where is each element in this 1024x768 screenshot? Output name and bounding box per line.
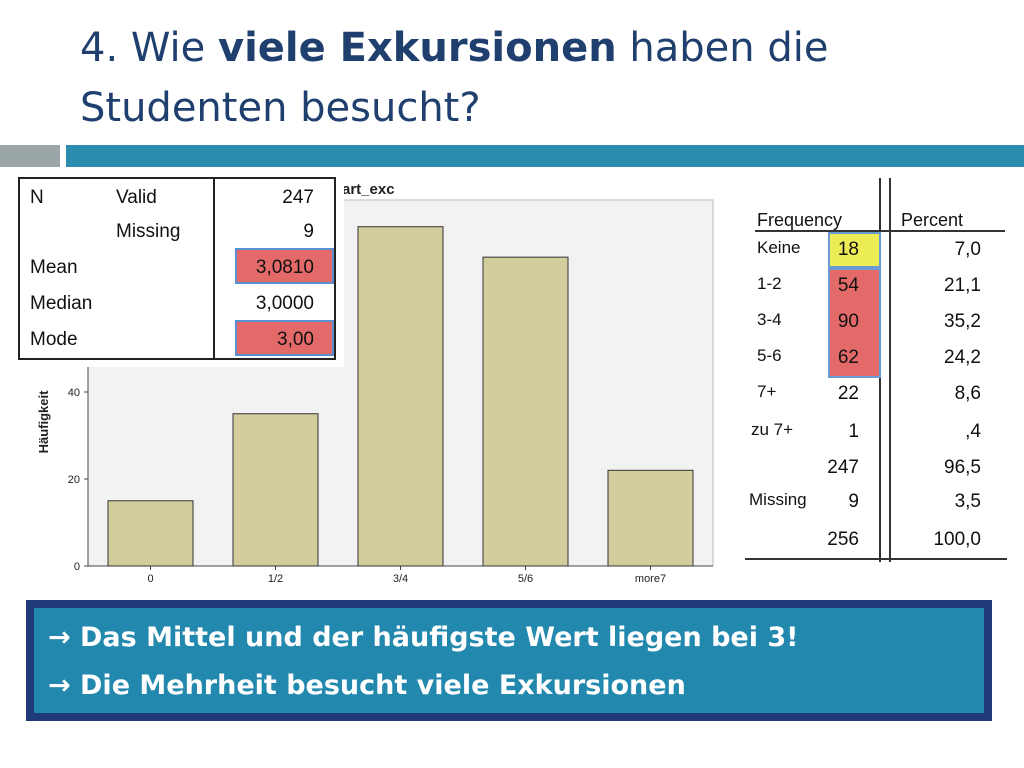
freq-row-percent: 8,6 [954,383,981,404]
y-tick-label-2: 40 [68,387,80,399]
freq-row-frequency: 54 [837,275,859,296]
y-ticks-group: 0 20 40 [68,387,88,573]
conclusion-inner: → Das Mittel und der häufigste Wert lieg… [34,608,984,713]
y-tick-label-0: 0 [74,561,80,573]
stats-mode-value: 3,00 [277,329,314,350]
conclusion-line-2: → Die Mehrheit besucht viele Exkursionen [48,670,686,701]
bar-0 [107,500,194,567]
stats-valid-value: 247 [282,187,314,208]
chart-svg: art_exc Häufigkeit 0 20 40 0 1/2 3/4 5/6 more7 [36,181,714,585]
chart-title: art_exc [342,181,395,198]
stats-n-label: N [30,187,44,208]
title-suffix: haben die [616,25,829,71]
freq-row-percent: 96,5 [944,457,981,478]
freq-row-percent: 7,0 [954,239,981,260]
bar-2 [357,226,444,567]
freq-row-percent: 35,2 [944,311,981,332]
freq-row-label: Keine [757,238,801,257]
freq-row-label: 7+ [757,382,777,401]
frequency-table: Frequency Percent Keine 18 7,0 1-2 54 21,1 3-4… [745,178,1007,563]
y-tick-label-1: 20 [68,474,80,486]
stats-mean-label: Mean [30,257,78,278]
freq-row-percent: 24,2 [944,347,981,368]
freq-row-label: zu 7+ [751,420,794,439]
slide-title: 4. Wie viele Exkursionen haben die Stude… [80,18,980,138]
x-tick-label-4: more7 [635,573,666,585]
title-prefix: 4. Wie [80,25,218,71]
stats-missing-label: Missing [116,221,181,242]
freq-row-frequency: 18 [837,239,859,260]
freq-row-frequency: 1 [848,421,859,442]
bar-3 [482,256,569,567]
divider-bar-blue [66,145,1024,167]
freq-row-label: 3-4 [757,310,782,329]
stats-median-value: 3,0000 [255,293,314,314]
freq-row-frequency: 247 [827,457,859,478]
bar-chart: art_exc Häufigkeit 0 20 40 0 1/2 3/4 5/6 more7 [20,172,720,587]
x-tick-label-3: 5/6 [518,573,533,585]
freq-row-label: Missing [749,490,807,509]
divider-bar-gray [0,145,60,167]
bar-1 [232,413,319,567]
freq-row-frequency: 256 [827,529,859,550]
freq-row-percent: 3,5 [954,491,981,512]
freq-row-frequency: 9 [848,491,859,512]
stats-valid-label: Valid [116,187,157,208]
freq-row-frequency: 22 [837,383,859,404]
stats-frame [18,177,336,360]
stats-median-label: Median [30,293,93,314]
title-line-2: Studenten besucht? [80,85,481,131]
freq-row-label: 5-6 [757,346,782,365]
x-tick-label-1: 1/2 [268,573,283,585]
freq-row-frequency: 62 [837,347,859,368]
x-tick-label-2: 3/4 [393,573,408,585]
freq-bottom-rule [745,558,1007,560]
mode-highlight [235,320,334,356]
freq-row-label: 1-2 [757,274,782,293]
stats-missing-value: 9 [303,221,314,242]
statistics-table: N Valid 247 Missing 9 Mean 3,0810 Median… [18,177,344,367]
freq-header-percent: Percent [901,210,964,230]
freq-row-frequency: 90 [837,311,859,332]
stats-separator [213,177,215,360]
x-tick-label-0: 0 [147,573,153,585]
freq-row-percent: 21,1 [944,275,981,296]
mean-highlight [235,248,334,284]
title-line-1: 4. Wie viele Exkursionen haben die [80,18,980,78]
conclusion-box: → Das Mittel und der häufigste Wert lieg… [26,600,992,721]
stats-mean-value: 3,0810 [255,257,314,278]
freq-header-frequency: Frequency [757,210,843,230]
freq-header-rule [755,230,1005,232]
x-ticks-group: 0 1/2 3/4 5/6 more7 [147,566,666,585]
frequency-highlight-red [828,268,881,378]
bars-group [107,226,694,567]
title-bold: viele Exkursionen [218,25,617,71]
stats-mode-label: Mode [30,329,78,350]
freq-middle-border [889,178,891,562]
bar-4 [607,469,694,567]
conclusion-line-1: → Das Mittel und der häufigste Wert lieg… [48,622,799,653]
freq-row-percent: 100,0 [933,529,981,550]
freq-row-percent: ,4 [965,421,981,442]
y-axis-label: Häufigkeit [36,390,51,454]
frequency-highlight-yellow [828,232,881,268]
